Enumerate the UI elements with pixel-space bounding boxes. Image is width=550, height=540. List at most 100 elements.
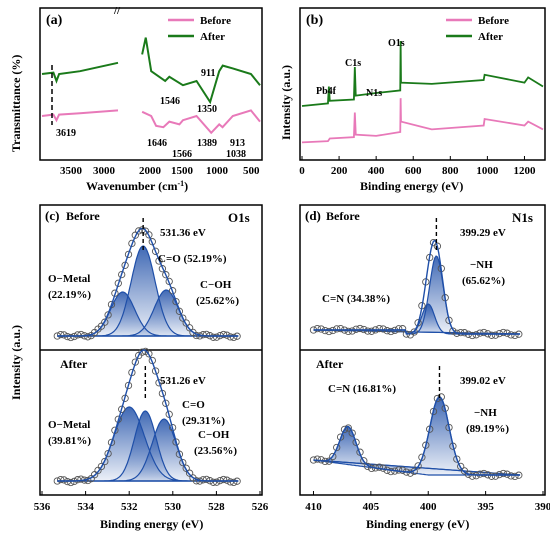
data-point [491, 331, 500, 339]
data-point [151, 367, 160, 375]
data-point [356, 324, 364, 333]
series-a-before-seg0 [41, 109, 119, 123]
tick-b-800: 800 [442, 165, 459, 177]
tick-c-528: 528 [208, 501, 225, 513]
tick-a-2000: 2000 [139, 165, 162, 177]
panel-c: (c) Before O1s 531.36 eV C=O (52.19%) O−… [9, 204, 269, 531]
series-b-after [301, 40, 544, 107]
series-a-before-seg1 [141, 109, 261, 135]
data-point [453, 455, 461, 463]
ylabel-b: Intensity (a.u.) [279, 65, 293, 140]
xlabel-b: Binding energy (eV) [360, 179, 463, 193]
tick-b-200: 200 [331, 165, 348, 177]
data-point [226, 333, 234, 341]
c-bot-comp2a: O−Metal [48, 419, 90, 431]
panel-d-after-label: After [316, 357, 344, 371]
tick-c-536: 536 [34, 501, 51, 513]
panel-d: (d) Before N1s 399.29 eV −NH (65.62%) C=… [299, 204, 550, 531]
data-point [317, 456, 325, 464]
panel-c-title: O1s [228, 210, 250, 225]
data-point [104, 311, 112, 319]
tick-c-530: 530 [165, 501, 182, 513]
c-top-comp1: C=O (52.19%) [158, 253, 227, 265]
data-point [457, 462, 465, 471]
data-point [185, 324, 194, 332]
data-point [472, 331, 480, 339]
c-bot-comp3a: C−OH [198, 429, 230, 441]
d-before-data-points [309, 238, 523, 340]
data-point [503, 329, 511, 337]
panel-a-tag: (a) [46, 13, 63, 28]
tick-c-532: 532 [121, 501, 138, 513]
data-point [226, 478, 234, 486]
data-point [499, 328, 507, 337]
axis-break-mark: // [113, 5, 121, 17]
c-bot-comp3b: (23.56%) [194, 445, 237, 457]
data-point [230, 478, 238, 487]
data-point [202, 330, 211, 339]
legend-b-before: Before [478, 15, 509, 27]
data-point [511, 472, 519, 481]
data-point [317, 325, 325, 333]
data-point [387, 327, 395, 336]
data-point [138, 348, 146, 356]
d-bot-comp1b: (89.19%) [466, 423, 509, 435]
data-point [124, 381, 133, 390]
data-point [360, 457, 368, 465]
data-point [182, 464, 190, 472]
data-point [118, 270, 126, 279]
data-point [162, 271, 170, 279]
data-point [476, 329, 484, 337]
data-point [414, 462, 422, 470]
data-point [124, 250, 133, 259]
d-after-envelope [313, 396, 520, 476]
data-point [179, 314, 187, 322]
data-point [57, 330, 65, 339]
tick-b-600: 600 [405, 165, 422, 177]
data-point [107, 300, 116, 309]
c-after-envelope [57, 349, 239, 482]
data-point [145, 350, 153, 358]
tick-a-1500: 1500 [171, 165, 194, 177]
data-point [333, 443, 341, 452]
panel-d-before-label: Before [326, 209, 360, 223]
data-point [101, 318, 109, 326]
tick-b-0: 0 [299, 165, 305, 177]
data-point [182, 319, 190, 327]
c-top-comp3a: C−OH [200, 279, 232, 291]
peak-n1s: N1s [366, 88, 382, 99]
data-point [202, 475, 211, 484]
data-point [348, 327, 356, 335]
c-top-comp2b: (22.19%) [48, 289, 91, 301]
data-point [375, 324, 383, 333]
data-point [468, 331, 476, 340]
data-point [333, 325, 341, 333]
tick-a-3500: 3500 [60, 165, 83, 177]
data-point [77, 330, 85, 339]
data-point [155, 257, 163, 265]
d-top-comp1a: −NH [470, 259, 493, 271]
data-point [151, 247, 160, 255]
annot-1038: 1038 [226, 149, 246, 160]
panel-c-before-label: Before [66, 209, 100, 223]
data-point [158, 265, 167, 273]
data-point [503, 470, 511, 478]
series-a-after-seg0 [41, 61, 119, 84]
legend-a-before: Before [200, 15, 231, 27]
data-point [336, 324, 345, 333]
tick-d-400: 400 [420, 501, 437, 513]
xlabel-d: Binding energy (eV) [366, 517, 469, 531]
panel-c-after-label: After [60, 357, 88, 371]
data-point [313, 324, 321, 333]
ylabel-a: Transmittance (%) [9, 55, 23, 152]
annot-1546: 1546 [160, 96, 180, 107]
c-top-comp3b: (25.62%) [196, 295, 239, 307]
panel-b-tag: (b) [306, 13, 323, 28]
data-point [367, 327, 376, 335]
data-point [422, 441, 430, 449]
annot-3619: 3619 [56, 128, 76, 139]
data-point [67, 478, 75, 487]
data-point [348, 429, 356, 437]
data-point [101, 457, 109, 466]
